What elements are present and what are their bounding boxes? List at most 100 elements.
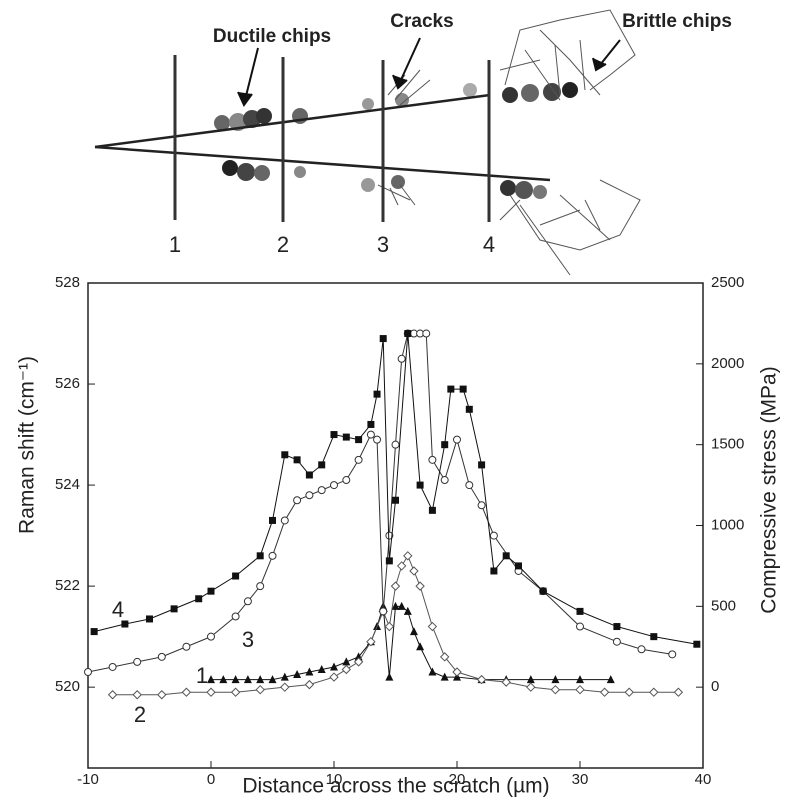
data-point <box>293 670 302 679</box>
pointer-arrows <box>237 37 621 107</box>
y-tick-label: 524 <box>55 476 80 493</box>
data-point <box>599 687 610 697</box>
data-point <box>280 672 289 681</box>
data-point <box>385 672 394 681</box>
data-point <box>305 471 313 479</box>
series-label: 3 <box>242 627 254 652</box>
data-point <box>440 476 449 485</box>
data-point <box>576 622 584 631</box>
data-point <box>232 572 240 580</box>
data-point <box>330 481 338 490</box>
x-tick-label: 30 <box>572 771 589 788</box>
data-point <box>526 682 536 692</box>
data-point <box>465 481 474 490</box>
y-tick-label: 522 <box>55 577 80 594</box>
diagram-label: Ductile chips <box>213 26 331 47</box>
data-point <box>447 385 455 393</box>
data-point <box>182 642 191 651</box>
data-point <box>416 642 425 651</box>
data-point <box>170 605 178 613</box>
data-point <box>342 433 350 441</box>
data-point <box>459 385 467 393</box>
data-point <box>280 516 289 525</box>
data-point <box>403 551 413 561</box>
series-line <box>87 333 673 673</box>
data-point <box>330 431 338 439</box>
data-point <box>391 601 400 610</box>
data-point <box>305 491 314 500</box>
data-point <box>606 675 615 684</box>
data-point <box>132 690 142 700</box>
data-point <box>576 675 584 684</box>
data-point <box>330 662 338 671</box>
scratch-diagram: Ductile chips Cracks Brittle chips 1 2 3… <box>94 9 732 276</box>
cracks <box>377 9 641 276</box>
y-tick-label: 520 <box>55 678 80 695</box>
data-point <box>441 441 449 449</box>
section-number: 2 <box>277 232 289 257</box>
data-point <box>379 335 387 343</box>
data-point <box>673 687 684 697</box>
data-point <box>195 595 203 603</box>
data-point <box>256 675 265 684</box>
data-point <box>422 329 431 338</box>
series-label: 1 <box>196 663 208 688</box>
data-point <box>157 652 166 661</box>
data-point <box>550 684 561 695</box>
y2-axis-title: Compressive stress (MPa) <box>758 366 781 613</box>
y-tick-label: 526 <box>55 375 80 392</box>
section-lines <box>173 55 491 222</box>
data-point <box>624 687 634 697</box>
data-point <box>146 615 153 623</box>
data-point <box>121 620 129 628</box>
data-point <box>575 684 585 695</box>
data-point <box>637 645 646 654</box>
data-point <box>390 581 401 591</box>
data-point <box>373 390 381 398</box>
y2-tick-label: 1000 <box>711 516 744 533</box>
data-point <box>305 667 314 676</box>
series-line <box>211 605 611 681</box>
data-point <box>181 687 192 697</box>
data-point <box>367 420 375 428</box>
data-point <box>304 679 315 690</box>
data-point <box>649 687 659 697</box>
y-axis-title: Raman shift (cm⁻¹) <box>16 356 39 534</box>
data-point <box>428 455 437 464</box>
data-point <box>396 561 407 571</box>
data-point <box>342 657 351 666</box>
data-point <box>231 675 240 684</box>
data-point <box>293 456 301 464</box>
scratch-outline <box>94 93 551 182</box>
y2-tick-label: 500 <box>711 597 736 614</box>
data-point <box>280 682 290 692</box>
data-point <box>668 650 677 659</box>
data-point <box>133 657 142 666</box>
x-tick-label: 20 <box>449 771 466 788</box>
data-point <box>207 587 215 595</box>
data-point <box>476 674 487 685</box>
series-line <box>94 333 697 645</box>
data-point <box>317 486 326 495</box>
data-point <box>403 606 412 615</box>
y2-tick-label: 1500 <box>711 436 744 453</box>
data-point <box>613 623 621 631</box>
data-point <box>404 330 412 338</box>
y2-tick-label: 2000 <box>711 355 744 372</box>
data-point <box>379 607 388 616</box>
data-point <box>207 632 215 641</box>
data-point <box>551 675 560 684</box>
data-point <box>415 581 425 591</box>
data-point <box>268 551 277 560</box>
y2-tick-label: 0 <box>711 678 719 695</box>
data-point <box>354 455 363 464</box>
plot-frame <box>87 282 704 769</box>
data-point <box>416 481 424 489</box>
data-point <box>409 627 418 636</box>
data-point <box>255 684 265 695</box>
data-point <box>439 652 450 662</box>
data-point <box>84 668 92 677</box>
data-point <box>397 354 406 363</box>
data-point <box>317 664 326 673</box>
chips <box>214 82 578 199</box>
